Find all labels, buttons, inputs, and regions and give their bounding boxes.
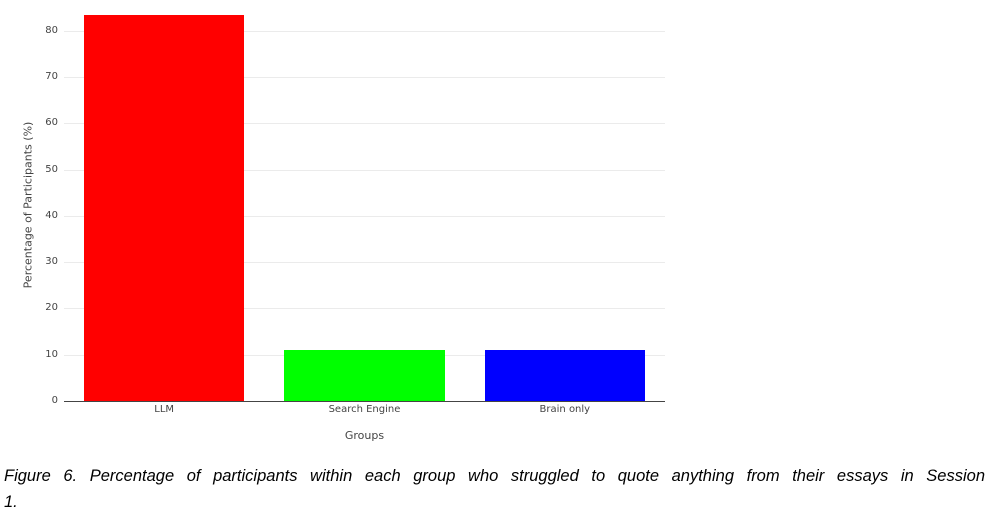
- bar-search-engine: [284, 349, 445, 401]
- gridline-y-20: [64, 308, 665, 310]
- caption-line-1: Figure 6. Percentage of participants wit…: [4, 467, 985, 485]
- y-tick-label-20: 20: [45, 302, 58, 314]
- x-axis-title: Groups: [344, 429, 385, 442]
- gridline-y-30: [64, 262, 665, 264]
- caption-line-2: 1.: [4, 493, 18, 511]
- x-tick-label-brain-only: Brain only: [539, 404, 591, 415]
- y-tick-label-70: 70: [45, 70, 58, 82]
- y-tick-label-80: 80: [45, 24, 58, 36]
- gridline-y-40: [64, 215, 665, 217]
- y-tick-label-40: 40: [45, 209, 58, 221]
- gridline-y-80: [64, 30, 665, 32]
- x-tick-label-llm: LLM: [154, 404, 175, 415]
- x-axis-line: [64, 401, 665, 402]
- y-tick-label-30: 30: [45, 256, 58, 268]
- y-tick-label-50: 50: [45, 163, 58, 175]
- gridline-y-50: [64, 169, 665, 171]
- gridline-y-70: [64, 76, 665, 78]
- bar-brain-only: [484, 349, 645, 401]
- y-tick-label-60: 60: [45, 117, 58, 129]
- y-tick-label-0: 0: [51, 395, 58, 406]
- gridline-y-60: [64, 123, 665, 125]
- figure-caption: Figure 6. Percentage of participants wit…: [4, 463, 985, 515]
- bar-chart: Percentage of Participants (%) 0 10 20 30 40…: [22, 15, 665, 442]
- y-tick-label-10: 10: [45, 348, 58, 360]
- x-tick-label-search-engine: Search Engine: [328, 404, 401, 415]
- bar-llm: [84, 15, 245, 401]
